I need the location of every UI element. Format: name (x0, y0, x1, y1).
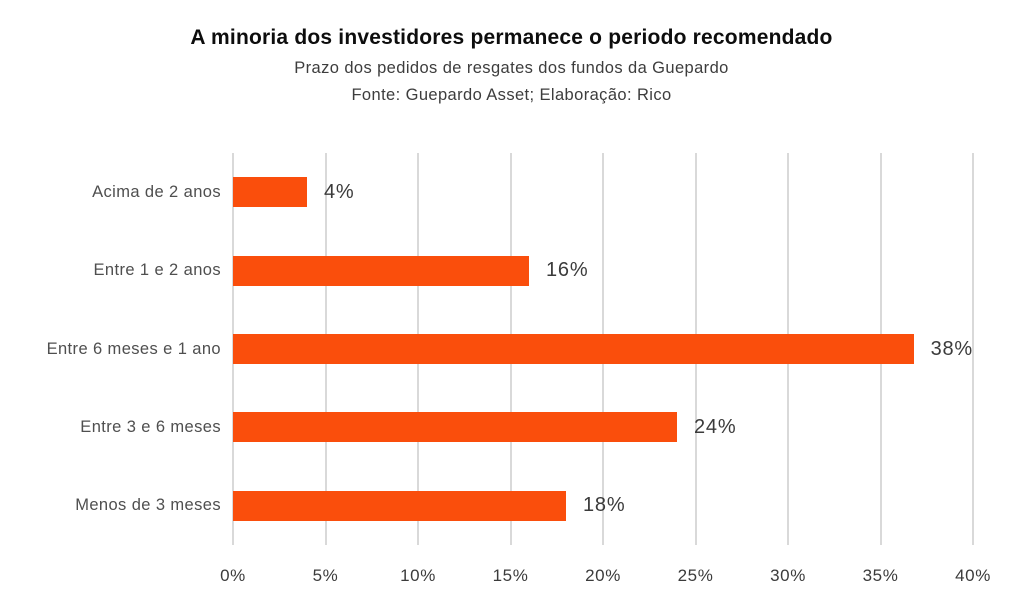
x-tick-label: 30% (770, 566, 806, 585)
x-tick-label: 15% (492, 566, 529, 585)
bar-row: 16% (233, 231, 973, 309)
bar (233, 334, 914, 365)
chart-title: A minoria dos investidores permanece o p… (190, 26, 833, 49)
x-tick-label: 25% (677, 566, 714, 585)
x-tick-label: 35% (862, 566, 899, 585)
bar (233, 255, 529, 286)
category-axis: Acima de 2 anos Entre 1 e 2 anos Entre 6 m… (0, 153, 221, 545)
value-label: 4% (324, 180, 355, 203)
bar (233, 412, 677, 443)
x-axis: 0% 5% 10% 15% 20% 25% 30% 35% 40% (220, 566, 990, 596)
category-label: Entre 3 e 6 meses (80, 417, 221, 436)
x-tick-label: 20% (585, 566, 621, 585)
x-tick-label: 10% (400, 566, 436, 585)
bar-row: 38% (233, 310, 973, 388)
value-label: 38% (930, 337, 973, 360)
bar (233, 177, 307, 208)
plot-area: 4% 16% 38% 24% 18% (232, 153, 974, 545)
bar-row: 24% (233, 388, 973, 466)
category-label: Entre 1 e 2 anos (93, 261, 221, 280)
bar-row: 18% (233, 467, 973, 545)
x-tick-label: 5% (312, 566, 339, 585)
category-label: Menos de 3 meses (75, 496, 221, 515)
chart-header: A minoria dos investidores permanece o p… (0, 26, 1023, 105)
bar (233, 490, 566, 521)
category-label: Acima de 2 anos (92, 182, 221, 201)
bar-rows: 4% 16% 38% 24% 18% (233, 153, 973, 545)
value-label: 16% (546, 259, 589, 282)
chart-source: Fonte: Guepardo Asset; Elaboração: Rico (351, 86, 672, 104)
gridline (972, 153, 974, 545)
value-label: 18% (583, 494, 626, 517)
x-tick-label: 40% (955, 566, 991, 585)
category-label: Entre 6 meses e 1 ano (46, 339, 221, 358)
chart-subtitle: Prazo dos pedidos de resgates dos fundos… (294, 59, 729, 77)
bar-row: 4% (233, 153, 973, 231)
x-tick-label: 0% (220, 566, 246, 585)
value-label: 24% (694, 415, 737, 438)
